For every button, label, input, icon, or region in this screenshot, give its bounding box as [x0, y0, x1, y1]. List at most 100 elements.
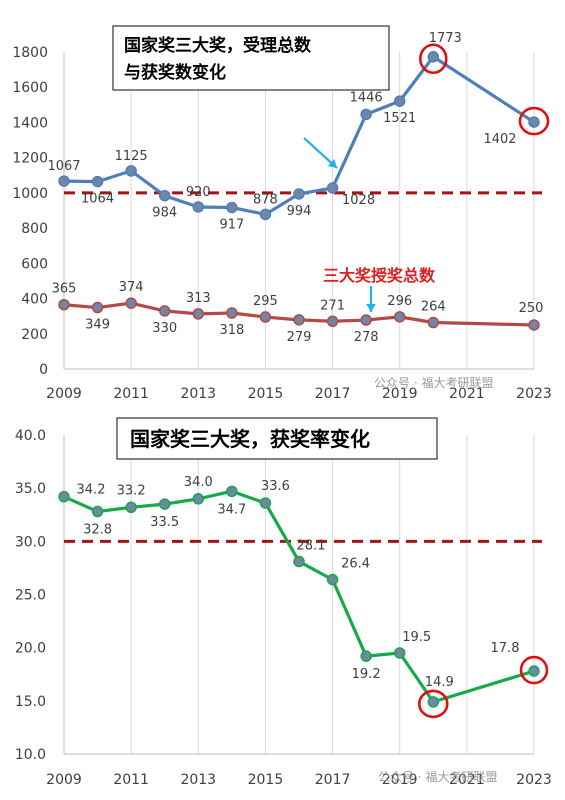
chart-applications-awards: 0 200 400 600 800 1000 1200 1400 1600 1800 2009 201…: [12, 25, 552, 402]
axis-layer: 10.0 15.0 20.0 25.0 30.0 35.0 40.0 2009 2011 2013…: [15, 428, 552, 788]
data-point: [528, 665, 540, 677]
y-tick-label: 1200: [12, 151, 48, 167]
data-point: [226, 201, 238, 214]
data-label: 296: [387, 294, 412, 309]
data-label: 34.7: [217, 502, 246, 517]
data-point: [58, 298, 70, 311]
y-tick-label: 35.0: [15, 481, 46, 497]
data-label: 279: [287, 330, 312, 345]
axis-layer: 0 200 400 600 800 1000 1200 1400 1600 1800 2009 201…: [12, 45, 551, 402]
highlight-circle: [417, 689, 449, 719]
data-label: 19.2: [352, 667, 381, 682]
data-label: 33.2: [117, 483, 146, 498]
data-point: [158, 189, 171, 202]
data-point: [293, 314, 305, 326]
y-tick-label: 20.0: [15, 641, 46, 657]
watermark-bottom: 公众号 · 福大考研联盟: [378, 769, 497, 784]
data-point: [259, 497, 272, 509]
y-tick-label: 30.0: [15, 534, 46, 550]
data-label: 34.2: [77, 483, 106, 498]
y-tick-label: 1400: [12, 115, 48, 131]
data-point: [259, 208, 272, 221]
data-point: [58, 490, 70, 503]
data-label: 1125: [115, 149, 148, 164]
series-layer: [58, 51, 540, 331]
watermark-top: 公众号 · 福大考研联盟: [374, 375, 493, 390]
highlight-layer: [418, 43, 550, 136]
highlight-circle: [519, 655, 549, 685]
data-point: [259, 311, 272, 323]
y-tick-label: 25.0: [15, 588, 46, 604]
data-label: 878: [253, 192, 278, 207]
data-label: 17.8: [491, 641, 520, 656]
data-label: 1402: [483, 132, 516, 147]
data-point: [528, 319, 540, 331]
data-point: [58, 175, 70, 187]
y-tick-label: 200: [21, 327, 48, 343]
highlight-layer: [417, 655, 549, 719]
data-point: [125, 297, 137, 309]
data-label: 313: [186, 291, 211, 306]
data-label: 28.1: [297, 539, 326, 554]
data-label: 374: [119, 280, 144, 295]
data-point: [125, 165, 137, 177]
chart-title-box: [116, 417, 438, 460]
x-tick-label: 2019: [382, 772, 418, 788]
x-tick-label: 2009: [46, 772, 82, 788]
data-label: 365: [52, 282, 77, 297]
series-name-awards: 三大奖授奖总数: [323, 266, 436, 285]
x-tick-label: 2015: [248, 386, 284, 402]
label-layer: 34.2 32.8 33.2 33.5 34.0 34.7 33.6 28.1 26.4 19.2…: [77, 475, 520, 690]
data-label: 917: [219, 218, 244, 233]
x-tick-label: 2017: [315, 386, 351, 402]
x-tick-label: 2023: [516, 386, 552, 402]
data-label: 34.0: [184, 475, 213, 490]
data-point: [326, 182, 339, 194]
annotation-layer: 国家奖三大奖，受理总数 与获奖数变化 三大奖授奖总数: [112, 25, 436, 312]
data-point: [360, 314, 372, 326]
series-layer: [58, 485, 540, 708]
y-tick-label: 400: [21, 292, 48, 308]
data-point: [226, 307, 238, 319]
data-label: 1521: [383, 111, 416, 126]
chart-title: 国家奖三大奖，获奖率变化: [130, 427, 370, 451]
data-point: [360, 108, 372, 121]
data-label: 32.8: [83, 523, 112, 538]
highlight-circle: [418, 43, 448, 75]
arrow-head: [366, 304, 376, 312]
data-point: [360, 650, 372, 662]
data-label: 1064: [81, 192, 114, 207]
data-point: [91, 505, 104, 518]
data-point: [326, 573, 339, 586]
data-point: [393, 95, 406, 107]
y-tick-label: 0: [39, 362, 48, 378]
x-tick-label: 2011: [113, 386, 149, 402]
data-point: [91, 301, 104, 314]
data-point: [158, 305, 171, 317]
data-point: [427, 696, 440, 708]
data-point: [293, 188, 305, 200]
x-tick-label: 2015: [248, 772, 284, 788]
data-label: 984: [152, 206, 177, 221]
data-label: 318: [219, 323, 244, 338]
data-point: [192, 201, 205, 213]
data-label: 26.4: [341, 557, 370, 572]
y-tick-label: 1800: [12, 45, 48, 61]
data-label: 1446: [350, 90, 383, 105]
data-point: [226, 485, 238, 498]
data-label: 1028: [342, 193, 375, 208]
data-point: [427, 51, 440, 63]
x-tick-label: 2021: [449, 772, 485, 788]
x-tick-label: 2019: [382, 386, 418, 402]
chart-award-rate: 10.0 15.0 20.0 25.0 30.0 35.0 40.0 2009 2011 2013…: [15, 417, 552, 788]
y-tick-label: 800: [21, 221, 48, 237]
data-label: 278: [354, 330, 379, 345]
x-tick-label: 2013: [180, 772, 216, 788]
data-point: [125, 501, 137, 514]
data-point: [427, 316, 440, 329]
data-label: 920: [186, 185, 211, 200]
y-tick-label: 600: [21, 256, 48, 272]
chart-title-line-2: 与获奖数变化: [124, 62, 226, 83]
x-tick-label: 2013: [180, 386, 216, 402]
